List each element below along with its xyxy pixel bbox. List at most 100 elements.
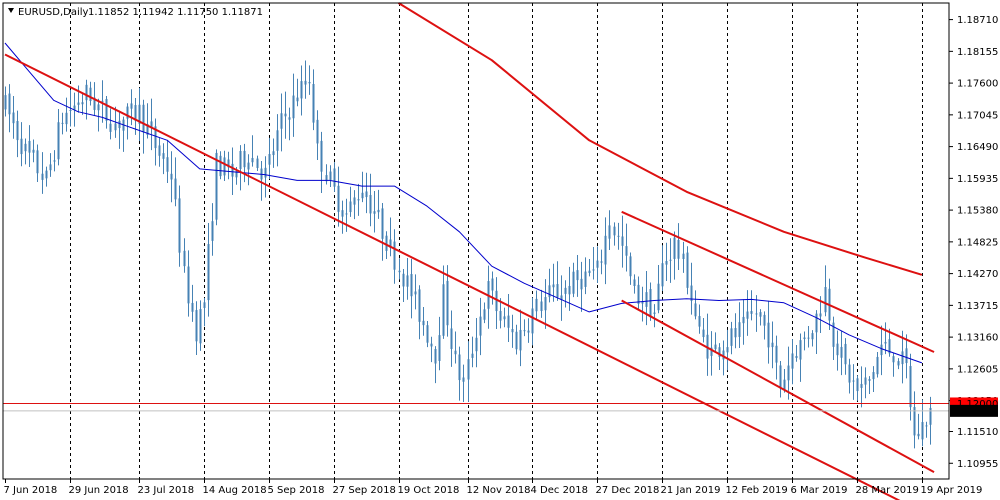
x-tick-label: 4 Dec 2018 bbox=[531, 485, 589, 496]
candle bbox=[779, 360, 782, 398]
candle bbox=[57, 109, 60, 166]
candle bbox=[673, 231, 676, 280]
candle bbox=[239, 145, 242, 191]
candle bbox=[276, 114, 279, 167]
candle bbox=[85, 79, 88, 120]
candle bbox=[284, 91, 287, 139]
candle bbox=[65, 97, 68, 132]
candle bbox=[4, 86, 7, 117]
y-tick-label: 1.13160 bbox=[957, 333, 998, 344]
candle bbox=[446, 265, 449, 337]
candle bbox=[268, 137, 271, 179]
candle bbox=[661, 245, 664, 291]
candle bbox=[645, 271, 648, 326]
candle bbox=[588, 259, 591, 277]
candle bbox=[515, 324, 518, 355]
candle bbox=[868, 376, 871, 394]
candle bbox=[787, 346, 790, 400]
y-tick-label: 1.18710 bbox=[957, 15, 998, 26]
y-tick-label: 1.11510 bbox=[957, 427, 998, 438]
candle bbox=[320, 131, 323, 193]
candle bbox=[702, 318, 705, 343]
candle bbox=[369, 173, 372, 227]
candle bbox=[105, 95, 108, 129]
candle bbox=[28, 125, 31, 168]
candle bbox=[256, 155, 259, 171]
candle bbox=[296, 78, 299, 107]
candle bbox=[174, 157, 177, 207]
candle bbox=[288, 107, 291, 141]
candle bbox=[353, 190, 356, 220]
candle bbox=[540, 289, 543, 318]
candle bbox=[195, 301, 198, 356]
candle bbox=[223, 150, 226, 181]
y-tick-label: 1.14825 bbox=[957, 237, 998, 248]
candle bbox=[694, 290, 697, 320]
y-tick-label: 1.16490 bbox=[957, 142, 998, 153]
x-tick-label: 7 Jun 2018 bbox=[4, 485, 58, 496]
candle bbox=[775, 335, 778, 380]
candle bbox=[475, 317, 478, 368]
candle bbox=[166, 139, 169, 184]
candle bbox=[584, 257, 587, 295]
candle bbox=[682, 241, 685, 273]
candle bbox=[101, 80, 104, 123]
symbol-dropdown-icon[interactable] bbox=[8, 8, 14, 13]
candle bbox=[450, 310, 453, 367]
trendline-upper-channel[interactable] bbox=[621, 210, 935, 353]
candle bbox=[138, 87, 141, 141]
candle bbox=[824, 265, 827, 317]
candle bbox=[410, 258, 413, 319]
candle bbox=[219, 151, 222, 180]
candle bbox=[864, 367, 867, 399]
candle bbox=[750, 290, 753, 321]
candle bbox=[471, 336, 474, 368]
candle bbox=[170, 151, 173, 203]
candle bbox=[422, 307, 425, 336]
x-tick-label: 19 Oct 2018 bbox=[398, 485, 460, 496]
candle bbox=[381, 203, 384, 261]
x-tick-label: 14 Aug 2018 bbox=[203, 485, 267, 496]
candle bbox=[503, 307, 506, 328]
candle bbox=[791, 339, 794, 385]
trendline-lower-channel[interactable] bbox=[621, 299, 935, 474]
x-tick-label: 19 Apr 2019 bbox=[921, 485, 983, 496]
candle bbox=[325, 164, 328, 185]
ohlc-values: 1.11852 1.11942 1.11750 1.11871 bbox=[88, 7, 263, 18]
candle bbox=[81, 92, 84, 115]
candle bbox=[795, 345, 798, 362]
candle bbox=[20, 122, 23, 167]
candle bbox=[357, 183, 360, 216]
candle bbox=[665, 242, 668, 282]
candle bbox=[45, 166, 48, 187]
candle bbox=[300, 65, 303, 116]
candle bbox=[840, 330, 843, 376]
candle bbox=[734, 313, 737, 349]
x-tick-label: 23 Jul 2018 bbox=[138, 485, 195, 496]
candle bbox=[130, 89, 133, 126]
candle bbox=[207, 222, 210, 317]
candle bbox=[552, 263, 555, 302]
candle bbox=[272, 138, 275, 168]
candle bbox=[613, 222, 616, 246]
candle bbox=[316, 110, 319, 160]
candle bbox=[755, 295, 758, 332]
candle bbox=[308, 65, 311, 95]
vertical-grid bbox=[70, 3, 923, 479]
candle bbox=[499, 298, 502, 329]
candle bbox=[531, 297, 534, 346]
candlestick-series bbox=[4, 60, 932, 449]
candle bbox=[280, 93, 283, 152]
candle bbox=[690, 262, 693, 315]
candle bbox=[142, 99, 145, 154]
candle bbox=[686, 246, 689, 295]
candle bbox=[600, 249, 603, 275]
trendline-main-channel[interactable] bbox=[4, 53, 934, 500]
candle bbox=[921, 399, 924, 447]
candle bbox=[576, 254, 579, 297]
candle bbox=[292, 73, 295, 137]
x-tick-label: 21 Jan 2019 bbox=[661, 485, 721, 496]
candle bbox=[844, 338, 847, 375]
candle bbox=[564, 280, 567, 308]
